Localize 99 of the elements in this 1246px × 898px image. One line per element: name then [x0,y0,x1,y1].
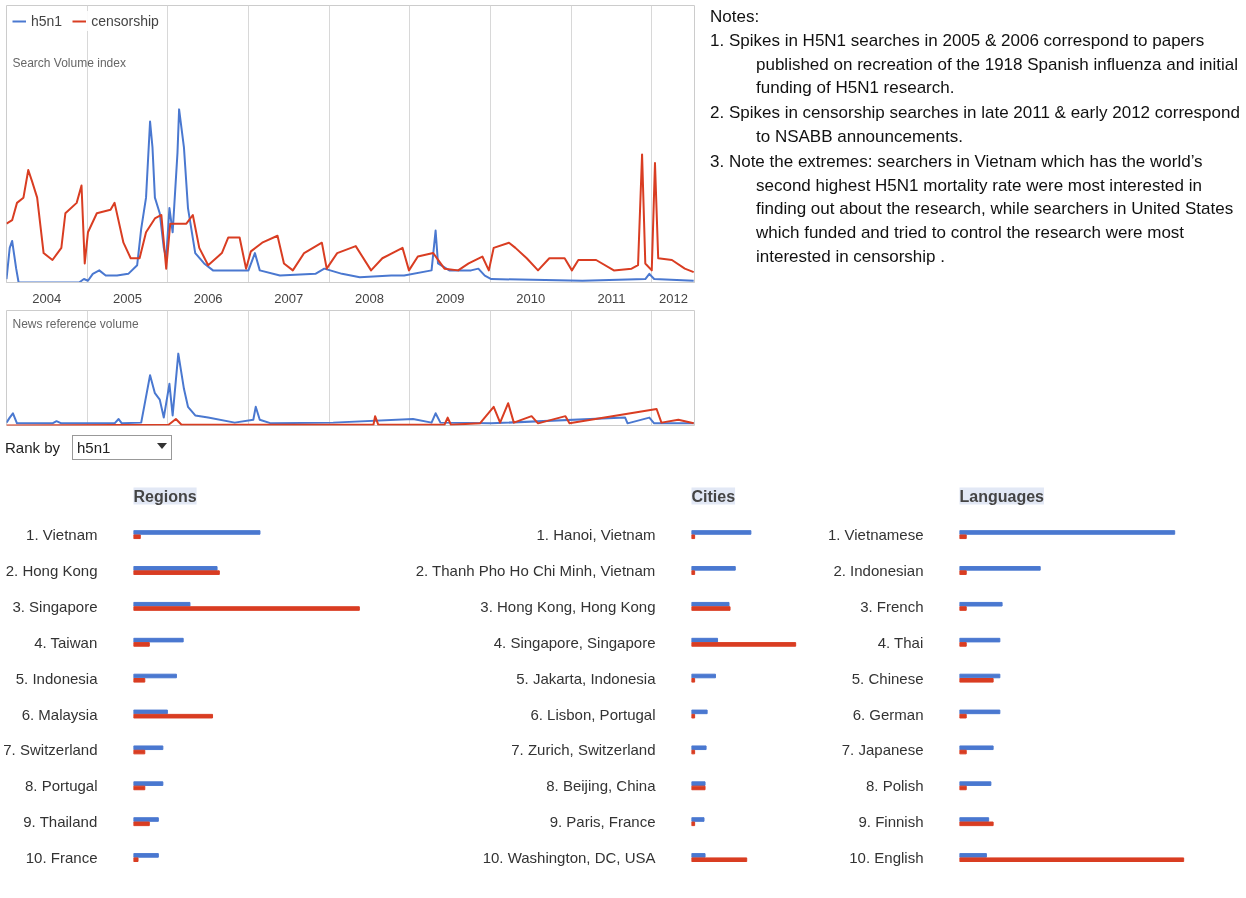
bar [959,821,994,827]
y-tick-label: 7. Switzerland [3,741,98,759]
y-tick-label: 9. Finnish [858,813,924,831]
y-tick-label: 1. Hanoi, Vietnam [536,526,656,544]
text: 1. Spikes in H5N1 searches in 2005 & 2006 correspond to papers published on recreation of the 1918 Spanish influenza and initial funding of H5N1 research. [710,29,1239,100]
chart-title: Regions [133,487,197,505]
bar [691,570,696,575]
y-tick-label: 6. Malaysia [21,705,99,723]
y-tick-label: 5. Indonesia [15,669,99,687]
y-tick-label: 4. Taiwan [34,633,98,651]
bar [133,713,214,719]
y-tick-label: 10. Washington, DC, USA [482,849,656,867]
bar [691,713,696,719]
bar [133,781,164,786]
bar [959,642,967,647]
bar [133,642,150,647]
x-tick-label: 2009 [435,290,465,306]
x-tick-label: 2011 [597,290,626,306]
bar [691,642,797,647]
y-tick-label: 6. Lisbon, Portugal [530,705,656,723]
y-tick-label: 4. Thai [877,633,924,651]
bar [959,534,967,540]
y-tick-label: 2. Indonesian [833,562,924,579]
y-tick-label: 3. Singapore [12,597,98,615]
bar [691,534,696,540]
y-tick-label: 3. Hong Kong, Hong Kong [480,597,656,615]
y-tick-label: 10. France [25,849,98,867]
bar [133,530,261,535]
y-tick-label: 8. Portugal [24,777,98,795]
bar [133,570,220,575]
x-tick-label: 2004 [32,290,62,306]
bar [133,745,164,751]
legend-label: censorship [91,13,159,29]
bar [959,570,967,575]
bar [691,678,696,683]
text: Notes: [710,6,761,28]
x-tick-label: 2008 [354,290,384,306]
y-tick-label: 10. English [849,849,924,867]
bar [959,857,1185,863]
y-tick-label: 3. French [860,597,924,615]
bar [959,601,1003,607]
y-tick-label: 9. Thailand [23,813,98,831]
bar [133,817,159,822]
bar [133,534,141,540]
y-tick-label: 2. Hong Kong [5,562,98,579]
x-tick-label: 2012 [659,290,688,306]
x-tick-label: 2006 [193,290,223,306]
y-tick-label: 6. German [852,705,924,723]
bar [959,745,994,751]
bar [959,709,1001,715]
text: h5n1 [72,435,173,461]
bar [133,821,150,827]
x-tick-label: 2010 [516,290,546,306]
bar [691,606,731,611]
y-tick-label: 1. Vietnamese [827,526,924,544]
text: Search Volume index [12,55,126,70]
bar [691,817,705,822]
y-tick-label: 9. Paris, France [549,813,656,831]
bar [959,749,967,755]
y-tick-label: 1. Vietnam [26,526,98,544]
bar [133,709,168,715]
bar [133,637,184,643]
bar [691,749,696,755]
text: News reference volume [12,316,139,331]
y-tick-label: 8. Beijing, China [546,777,657,795]
bar [691,709,708,715]
x-tick-label: 2007 [274,290,304,306]
y-tick-label: 7. Japanese [841,741,924,759]
chart-title: Cities [691,487,736,505]
bar [691,781,706,786]
y-tick-label: 5. Jakarta, Indonesia [516,669,657,687]
bar [959,606,967,611]
x-tick-label: 2005 [113,290,142,306]
legend-label: h5n1 [31,13,63,29]
text: 3. Note the extremes: searchers in Vietnam which has the world’s second highest H5N1 mortality rate were most interested in finding out about the research, while searchers in United States which funded and tried to control the research were most interested in censorship . [710,150,1235,268]
bar [959,678,994,683]
bar [133,749,146,755]
y-tick-label: 2. Thanh Pho Ho Chi Minh, Vietnam [415,562,656,579]
y-tick-label: 8. Polish [865,777,924,795]
bar [959,566,1041,571]
bar [691,857,748,863]
bar [691,530,752,535]
y-tick-label: 4. Singapore, Singapore [493,633,656,651]
y-tick-label: 5. Chinese [851,669,924,687]
text: Rank by [5,439,61,456]
bar [133,857,139,863]
bar [691,821,696,827]
bar [959,637,1001,643]
bar [959,530,1176,535]
bar [959,781,992,786]
bar [959,713,967,719]
bar [133,853,159,858]
bar [133,606,360,611]
text: 2. Spikes in censorship searches in late 2011 & early 2012 correspond to NSABB announcements. [710,102,1241,148]
bar [691,745,707,751]
bar [691,566,736,571]
chart-title: Languages [959,487,1045,505]
y-tick-label: 7. Zurich, Switzerland [511,741,656,759]
bar [133,678,146,683]
